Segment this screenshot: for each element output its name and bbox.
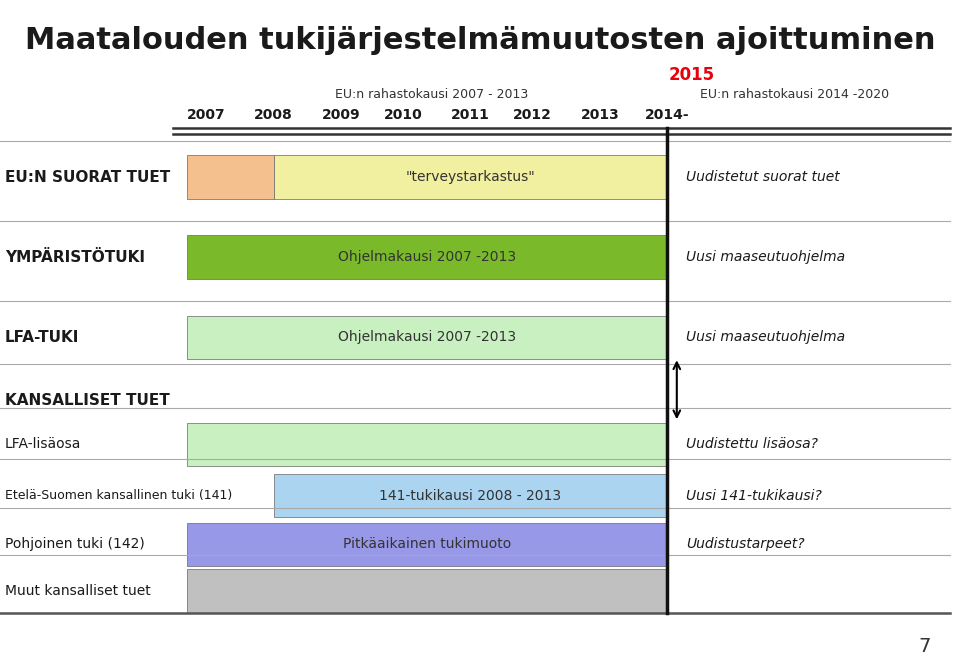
Text: 7: 7 <box>919 637 931 656</box>
Text: 2013: 2013 <box>581 108 619 122</box>
Text: Uudistustarpeet?: Uudistustarpeet? <box>686 538 805 551</box>
Text: Uusi 141-tukikausi?: Uusi 141-tukikausi? <box>686 489 823 502</box>
Text: 2011: 2011 <box>451 108 490 122</box>
Text: 2009: 2009 <box>322 108 360 122</box>
Text: 2014-: 2014- <box>645 108 689 122</box>
Text: Pitkäaikainen tukimuoto: Pitkäaikainen tukimuoto <box>343 538 512 551</box>
FancyBboxPatch shape <box>187 522 667 566</box>
Text: KANSALLISET TUET: KANSALLISET TUET <box>5 393 170 408</box>
Text: "terveystarkastus": "terveystarkastus" <box>405 170 536 184</box>
Text: Uudistetut suorat tuet: Uudistetut suorat tuet <box>686 170 840 184</box>
FancyBboxPatch shape <box>187 569 667 613</box>
Text: 2008: 2008 <box>254 108 293 122</box>
Text: Ohjelmakausi 2007 -2013: Ohjelmakausi 2007 -2013 <box>338 331 516 344</box>
Text: Uudistettu lisäosa?: Uudistettu lisäosa? <box>686 438 818 451</box>
FancyBboxPatch shape <box>187 236 667 279</box>
Text: LFA-lisäosa: LFA-lisäosa <box>5 438 82 451</box>
Text: LFA-TUKI: LFA-TUKI <box>5 330 79 345</box>
Text: Muut kansalliset tuet: Muut kansalliset tuet <box>5 584 151 598</box>
Text: 2010: 2010 <box>384 108 422 122</box>
FancyBboxPatch shape <box>187 155 274 199</box>
FancyBboxPatch shape <box>187 315 667 359</box>
Text: Uusi maaseutuohjelma: Uusi maaseutuohjelma <box>686 250 846 264</box>
FancyBboxPatch shape <box>274 155 667 199</box>
Text: Pohjoinen tuki (142): Pohjoinen tuki (142) <box>5 538 145 551</box>
Text: 2015: 2015 <box>668 67 714 84</box>
Text: Ohjelmakausi 2007 -2013: Ohjelmakausi 2007 -2013 <box>338 250 516 264</box>
Text: Maatalouden tukijärjestelmämuutosten ajoittuminen: Maatalouden tukijärjestelmämuutosten ajo… <box>25 25 935 55</box>
Text: EU:n rahastokausi 2007 - 2013: EU:n rahastokausi 2007 - 2013 <box>335 88 529 102</box>
Text: EU:n rahastokausi 2014 -2020: EU:n rahastokausi 2014 -2020 <box>700 88 889 102</box>
Text: 2007: 2007 <box>187 108 226 122</box>
Text: Etelä-Suomen kansallinen tuki (141): Etelä-Suomen kansallinen tuki (141) <box>5 489 232 502</box>
FancyBboxPatch shape <box>274 474 667 517</box>
Text: 2012: 2012 <box>514 108 552 122</box>
Text: Uusi maaseutuohjelma: Uusi maaseutuohjelma <box>686 331 846 344</box>
Text: YMPÄRISTÖTUKI: YMPÄRISTÖTUKI <box>5 250 145 265</box>
Text: 141-tukikausi 2008 - 2013: 141-tukikausi 2008 - 2013 <box>379 489 562 502</box>
FancyBboxPatch shape <box>187 422 667 466</box>
Text: EU:N SUORAT TUET: EU:N SUORAT TUET <box>5 170 170 184</box>
